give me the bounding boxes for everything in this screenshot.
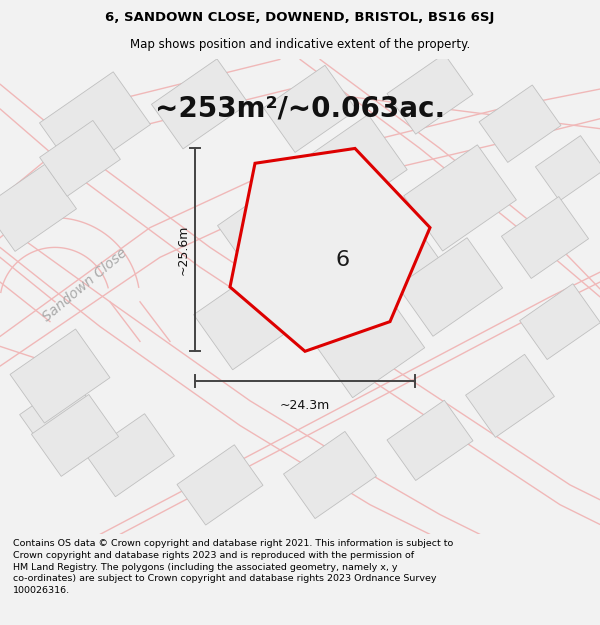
Polygon shape [40,72,151,176]
Polygon shape [293,114,407,222]
Polygon shape [194,264,307,370]
Polygon shape [151,59,248,149]
Polygon shape [218,169,343,286]
Polygon shape [321,202,439,312]
Polygon shape [466,354,554,437]
Polygon shape [535,136,600,201]
Polygon shape [520,284,600,359]
Text: Contains OS data © Crown copyright and database right 2021. This information is : Contains OS data © Crown copyright and d… [13,539,454,595]
Text: ~253m²/~0.063ac.: ~253m²/~0.063ac. [155,95,445,123]
Polygon shape [479,85,561,162]
Polygon shape [387,54,473,134]
Polygon shape [20,378,100,454]
Polygon shape [263,65,356,152]
Polygon shape [177,445,263,525]
Polygon shape [387,400,473,481]
Polygon shape [31,394,119,476]
Polygon shape [230,148,430,351]
Text: ~24.3m: ~24.3m [280,399,330,412]
Polygon shape [502,196,589,279]
Polygon shape [40,121,121,196]
Text: 6, SANDOWN CLOSE, DOWNEND, BRISTOL, BS16 6SJ: 6, SANDOWN CLOSE, DOWNEND, BRISTOL, BS16… [106,11,494,24]
Polygon shape [397,238,503,336]
Text: 6: 6 [335,250,350,270]
Text: ~25.6m: ~25.6m [176,224,190,275]
Polygon shape [0,164,76,251]
Polygon shape [316,295,425,398]
Polygon shape [86,414,175,497]
Polygon shape [10,329,110,423]
Polygon shape [404,145,517,251]
Text: Sandown Close: Sandown Close [40,246,130,324]
Polygon shape [284,431,376,519]
Text: Map shows position and indicative extent of the property.: Map shows position and indicative extent… [130,38,470,51]
